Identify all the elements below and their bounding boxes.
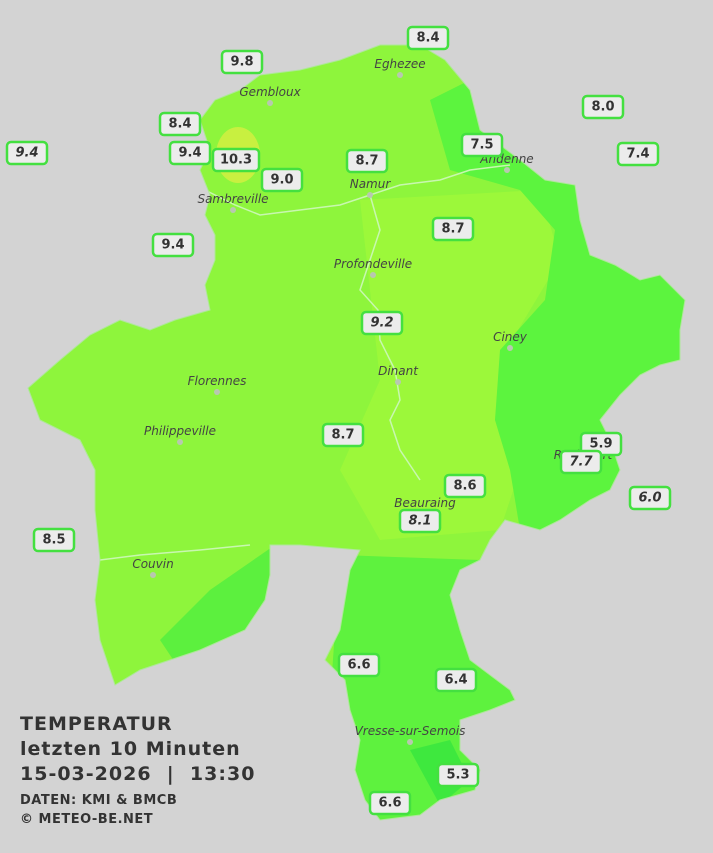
station-box bbox=[368, 790, 412, 816]
city-dot bbox=[267, 100, 273, 106]
station-value: 5.9 bbox=[589, 437, 612, 452]
city-name: Namur bbox=[350, 177, 392, 191]
city-dot bbox=[504, 167, 510, 173]
station-value: 8.5 bbox=[42, 533, 65, 548]
station-value: 6.4 bbox=[444, 673, 467, 688]
city-name: Couvin bbox=[132, 557, 173, 571]
city-dot bbox=[507, 345, 513, 351]
city-name: Gembloux bbox=[239, 85, 301, 99]
station-value: 7.7 bbox=[569, 455, 593, 470]
station-value: 10.3 bbox=[220, 153, 252, 168]
station-box bbox=[360, 310, 404, 336]
station-value: 6.6 bbox=[347, 658, 370, 673]
city-dot bbox=[407, 739, 413, 745]
station-value: 9.2 bbox=[370, 316, 393, 331]
city-name: Vresse-sur-Semois bbox=[355, 724, 466, 738]
caption-title: TEMPERATUR bbox=[20, 713, 173, 735]
station-box bbox=[436, 762, 480, 788]
city-name: Dinant bbox=[378, 364, 419, 378]
station-box bbox=[460, 132, 504, 158]
station-value: 8.1 bbox=[408, 514, 431, 529]
city-dot bbox=[214, 389, 220, 395]
station-value: 5.3 bbox=[446, 768, 469, 783]
river bbox=[359, 194, 421, 481]
station-value: 9.4 bbox=[15, 146, 38, 161]
station-value: 9.4 bbox=[178, 146, 201, 161]
station-box bbox=[168, 140, 212, 166]
stations: 8.4 9.8 8.0 8.4 9.4 9.4 10.3 7.5 7.4 8.7 9.0 8.7 9.4… bbox=[5, 25, 672, 816]
station-box bbox=[581, 94, 625, 120]
city-name: Philippeville bbox=[144, 424, 216, 438]
station-value: 9.8 bbox=[230, 55, 253, 70]
cities: EghezeeGemblouxAndenneNamurSambrevillePr… bbox=[132, 57, 614, 745]
station-value: 8.7 bbox=[355, 154, 378, 169]
border-line bbox=[99, 544, 251, 561]
city-name: Sambreville bbox=[197, 192, 268, 206]
caption-period: letzten 10 Minuten bbox=[20, 738, 241, 760]
station-box bbox=[211, 147, 261, 173]
station-value: 6.0 bbox=[638, 491, 661, 506]
station-box bbox=[151, 232, 195, 258]
station-box bbox=[406, 25, 450, 51]
city-dot bbox=[177, 439, 183, 445]
caption-copyright: © METEO-BE.NET bbox=[20, 812, 153, 827]
station-value: 9.4 bbox=[161, 238, 184, 253]
station-box bbox=[398, 508, 442, 534]
station-box bbox=[559, 449, 603, 475]
province-outline bbox=[27, 44, 686, 821]
city-dot bbox=[397, 72, 403, 78]
station-box bbox=[616, 141, 660, 167]
station-box bbox=[443, 473, 487, 499]
city-dot bbox=[150, 572, 156, 578]
station-value: 7.5 bbox=[470, 138, 493, 153]
city-name: Florennes bbox=[188, 374, 247, 388]
city-name: Profondeville bbox=[334, 257, 412, 271]
station-value: 9.0 bbox=[270, 173, 293, 188]
caption-datetime: 15-03-2026 | 13:30 bbox=[20, 763, 255, 785]
city-dot bbox=[230, 207, 236, 213]
station-value: 7.4 bbox=[626, 147, 649, 162]
station-box bbox=[260, 167, 304, 193]
station-box bbox=[220, 49, 264, 75]
city-name: Ciney bbox=[493, 330, 528, 344]
station-box bbox=[337, 652, 381, 678]
station-value: 8.0 bbox=[591, 100, 614, 115]
station-value: 6.6 bbox=[378, 796, 401, 811]
station-value: 8.7 bbox=[331, 428, 354, 443]
city-dot bbox=[395, 379, 401, 385]
station-box bbox=[345, 148, 389, 174]
river bbox=[179, 164, 511, 216]
station-value: 8.4 bbox=[168, 117, 191, 132]
station-box bbox=[32, 527, 76, 553]
station-box bbox=[431, 216, 475, 242]
city-dot bbox=[370, 272, 376, 278]
zone-south bbox=[320, 540, 520, 820]
station-box bbox=[434, 667, 478, 693]
station-box bbox=[321, 422, 365, 448]
city-dot bbox=[367, 192, 373, 198]
station-box bbox=[5, 140, 49, 166]
city-name: Eghezee bbox=[374, 57, 425, 71]
station-box bbox=[628, 485, 672, 511]
station-value: 8.7 bbox=[441, 222, 464, 237]
station-value: 8.4 bbox=[416, 31, 439, 46]
city-name: Beauraing bbox=[394, 496, 456, 510]
station-box bbox=[158, 111, 202, 137]
caption-source: DATEN: KMI & BMCB bbox=[20, 793, 177, 808]
station-value: 8.6 bbox=[453, 479, 476, 494]
